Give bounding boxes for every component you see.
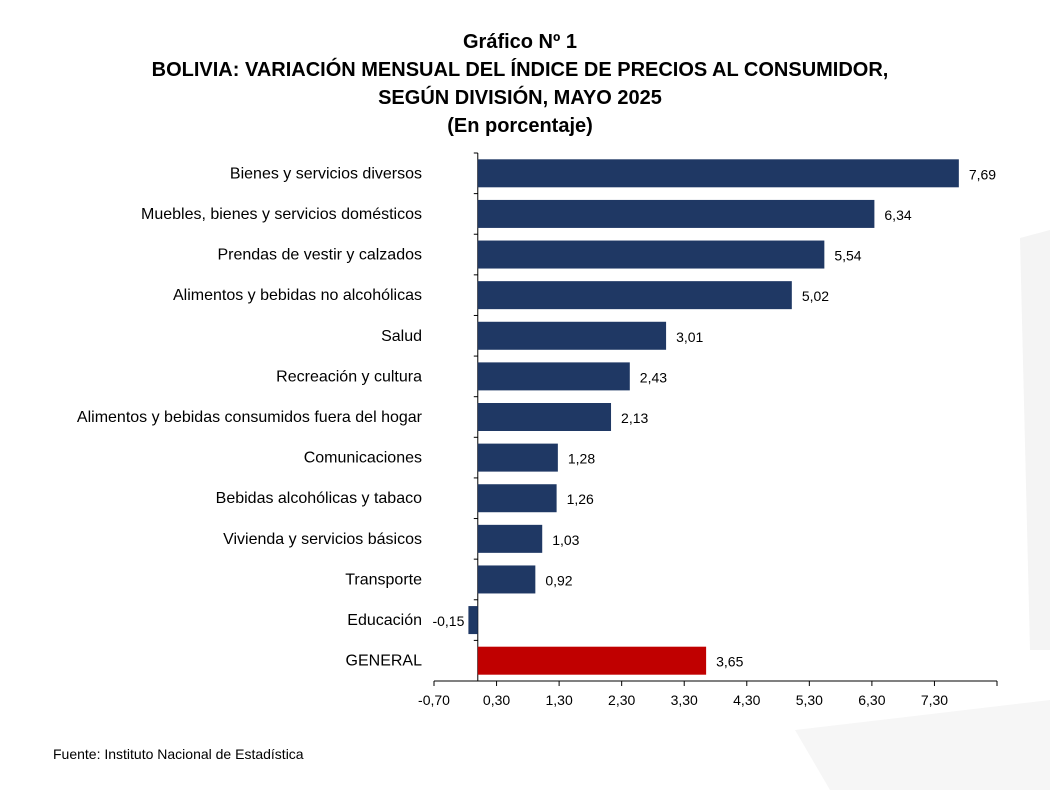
category-label: Bebidas alcohólicas y tabaco [216, 490, 422, 507]
category-label: Prendas de vestir y calzados [217, 247, 422, 264]
category-label: Alimentos y bebidas no alcohólicas [173, 287, 422, 304]
chart-number: Gráfico Nº 1 [462, 31, 577, 53]
category-label: GENERAL [346, 653, 423, 670]
x-tick-label: 3,30 [671, 692, 698, 708]
category-label: Vivienda y servicios básicos [223, 531, 422, 548]
data-label: 1,03 [552, 532, 579, 548]
bar [477, 362, 630, 391]
bar [477, 565, 536, 594]
source-note: Fuente: Instituto Nacional de Estadístic… [53, 746, 304, 762]
category-label: Bienes y servicios diversos [230, 165, 422, 182]
category-label: Recreación y cultura [276, 368, 422, 385]
x-tick-label: 0,30 [483, 692, 510, 708]
data-label: 3,01 [676, 329, 703, 345]
bar [477, 524, 543, 553]
chart-title-block: Gráfico Nº 1 BOLIVIA: VARIACIÓN MENSUAL … [0, 28, 1040, 140]
category-label: Transporte [345, 571, 422, 588]
bar [477, 646, 707, 675]
data-label: -0,15 [432, 613, 464, 629]
x-tick-label: 1,30 [545, 692, 572, 708]
category-label: Comunicaciones [304, 450, 422, 467]
x-tick-label: 5,30 [796, 692, 823, 708]
category-label: Alimentos y bebidas consumidos fuera del… [77, 409, 423, 426]
data-label: 2,13 [621, 410, 648, 426]
bar [477, 321, 667, 350]
data-label: 2,43 [640, 369, 667, 385]
chart-units: (En porcentaje) [447, 115, 593, 137]
x-tick-label: 2,30 [608, 692, 635, 708]
bar [477, 159, 959, 188]
bar [477, 443, 558, 472]
x-tick-label: 4,30 [733, 692, 760, 708]
bar [477, 484, 557, 513]
data-label: 1,28 [568, 451, 595, 467]
category-label: Educación [347, 612, 422, 629]
data-label: 5,02 [802, 288, 829, 304]
bar [468, 606, 478, 635]
bar [477, 281, 792, 310]
category-label: Muebles, bienes y servicios domésticos [141, 206, 422, 223]
x-tick-label: 7,30 [921, 692, 948, 708]
data-label: 6,34 [884, 207, 911, 223]
x-tick-label: -0,70 [418, 692, 450, 708]
x-tick-label: 6,30 [858, 692, 885, 708]
data-label: 7,69 [969, 166, 996, 182]
bar [477, 240, 825, 269]
data-label: 3,65 [716, 654, 743, 670]
data-label: 0,92 [545, 572, 572, 588]
category-label: Salud [381, 328, 422, 345]
bar [477, 403, 612, 431]
chart-title: BOLIVIA: VARIACIÓN MENSUAL DEL ÍNDICE DE… [151, 59, 889, 81]
data-label: 5,54 [834, 248, 861, 264]
bar [477, 199, 875, 228]
data-label: 1,26 [567, 491, 594, 507]
chart-title-line2: SEGÚN DIVISIÓN, MAYO 2025 [378, 87, 662, 109]
